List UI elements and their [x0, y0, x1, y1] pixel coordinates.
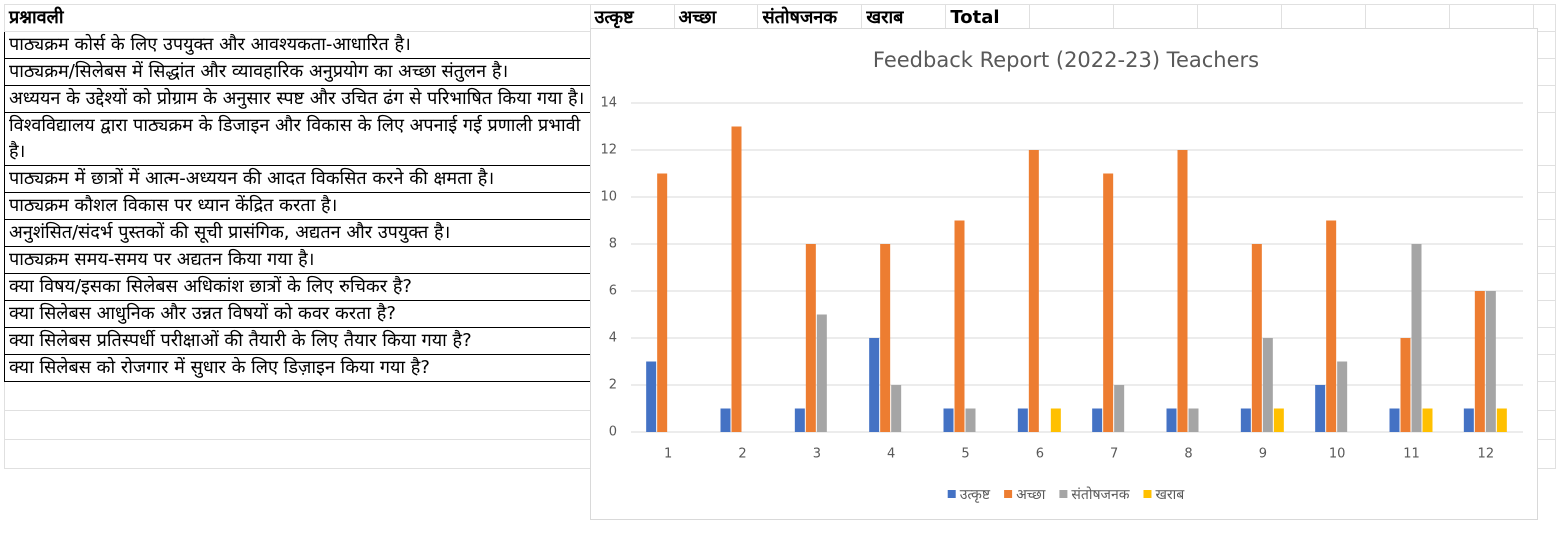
legend-swatch	[1143, 490, 1152, 498]
bar	[1485, 291, 1496, 432]
legend-label: उत्कृष्ट	[960, 487, 991, 503]
bar	[1017, 408, 1028, 432]
x-tick-label: 3	[813, 447, 821, 462]
bar	[1262, 338, 1273, 432]
bar	[1326, 220, 1337, 432]
x-tick-label: 6	[1036, 447, 1044, 462]
column-header: Total	[945, 4, 1031, 32]
cell	[1029, 4, 1115, 32]
y-tick-label: 14	[600, 96, 617, 111]
bar	[731, 126, 742, 432]
question-cell: अनुशंसित/संदर्भ पुस्तकों की सूची प्रासंग…	[4, 219, 591, 247]
cell	[1197, 4, 1283, 32]
bar	[805, 244, 816, 432]
bar	[1315, 385, 1326, 432]
x-tick-label: 1	[664, 447, 672, 462]
question-cell: अध्ययन के उद्देश्यों को प्रोग्राम के अनु…	[4, 85, 591, 113]
bar	[816, 314, 827, 432]
column-header: उत्कृष्ट	[589, 4, 675, 32]
column-header: प्रश्नावली	[4, 4, 591, 32]
row: प्रश्नावली उत्कृष्ट अच्छा संतोषजनक खराब Total	[4, 4, 1556, 32]
bar	[965, 408, 976, 432]
bar	[1389, 408, 1400, 432]
bar	[1273, 408, 1284, 432]
legend-swatch	[947, 490, 956, 498]
bar	[794, 408, 805, 432]
y-tick-label: 10	[600, 190, 617, 205]
x-tick-label: 7	[1110, 447, 1118, 462]
bar	[1166, 408, 1177, 432]
bar	[1028, 150, 1039, 432]
question-cell: क्या विषय/इसका सिलेबस अधिकांश छात्रों के…	[4, 273, 591, 301]
legend-swatch	[1059, 490, 1068, 498]
chart: Feedback Report (2022-23) Teachers 0 2 4 6 8…	[590, 28, 1538, 520]
question-cell: विश्वविद्यालय द्वारा पाठ्यक्रम के डिजाइन…	[4, 112, 591, 166]
bar	[1251, 244, 1262, 432]
cell	[4, 410, 591, 440]
bar	[1114, 385, 1125, 432]
x-tick-label: 5	[961, 447, 969, 462]
bar	[1400, 338, 1411, 432]
x-tick-label: 4	[887, 447, 895, 462]
question-cell: क्या सिलेबस को रोजगार में सुधार के लिए ड…	[4, 354, 591, 382]
legend-label: अच्छा	[1016, 487, 1046, 503]
y-tick-label: 2	[609, 378, 617, 393]
legend-label: संतोषजनक	[1071, 486, 1129, 503]
bar	[943, 408, 954, 432]
y-tick-label: 6	[609, 284, 617, 299]
y-tick-label: 12	[600, 143, 617, 158]
cell	[4, 439, 591, 469]
question-cell: क्या सिलेबस आधुनिक और उन्नत विषयों को कव…	[4, 300, 591, 328]
y-tick-label: 8	[609, 237, 617, 252]
y-tick-label: 0	[609, 425, 617, 440]
bar	[1103, 173, 1114, 432]
legend-swatch	[1004, 490, 1013, 498]
chart-title: Feedback Report (2022-23) Teachers	[873, 48, 1259, 72]
question-cell: पाठ्यक्रम कौशल विकास पर ध्यान केंद्रित क…	[4, 192, 591, 220]
legend-label: खराब	[1155, 487, 1185, 503]
x-tick-label: 12	[1478, 447, 1495, 462]
bar	[1411, 244, 1422, 432]
bar	[1496, 408, 1507, 432]
bar	[657, 173, 668, 432]
question-cell: पाठ्यक्रम में छात्रों में आत्म-अध्ययन की…	[4, 165, 591, 193]
bar	[880, 244, 891, 432]
cell	[1448, 4, 1534, 32]
bar	[1463, 408, 1474, 432]
bar	[646, 361, 657, 432]
question-cell: पाठ्यक्रम/सिलेबस में सिद्धांत और व्यावहा…	[4, 58, 591, 86]
question-cell: पाठ्यक्रम समय-समय पर अद्यतन किया गया है।	[4, 246, 591, 274]
bar	[1092, 408, 1103, 432]
question-cell: पाठ्यक्रम कोर्स के लिए उपयुक्त और आवश्यक…	[4, 31, 591, 59]
bar	[869, 338, 880, 432]
x-tick-label: 8	[1184, 447, 1192, 462]
question-cell: क्या सिलेबस प्रतिस्पर्धी परीक्षाओं की तै…	[4, 327, 591, 355]
y-tick-label: 4	[609, 331, 617, 346]
bar	[891, 385, 902, 432]
bar	[1177, 150, 1188, 432]
bar	[1474, 291, 1485, 432]
x-tick-label: 9	[1259, 447, 1267, 462]
bar	[1337, 361, 1348, 432]
bar	[1422, 408, 1433, 432]
column-header: संतोषजनक	[757, 4, 863, 32]
bar	[1240, 408, 1251, 432]
bar	[720, 408, 731, 432]
bar	[1050, 408, 1061, 432]
cell	[4, 381, 591, 411]
bar	[1188, 408, 1199, 432]
x-tick-label: 2	[738, 447, 746, 462]
x-tick-label: 10	[1329, 447, 1346, 462]
bar	[954, 220, 965, 432]
x-tick-label: 11	[1403, 447, 1420, 462]
